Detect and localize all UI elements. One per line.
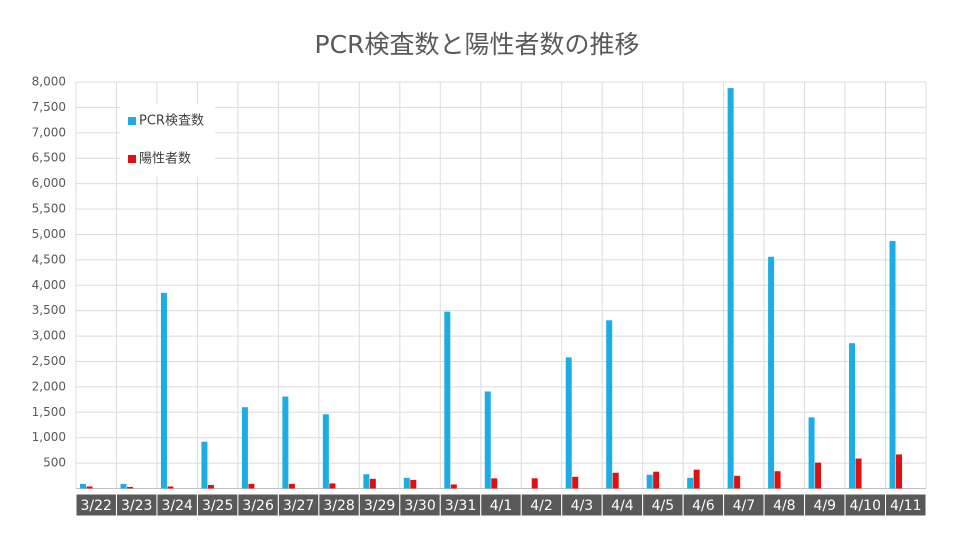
bar	[410, 479, 417, 489]
bar	[612, 472, 619, 489]
bar	[160, 292, 167, 489]
x-tick-label: 4/3	[571, 498, 594, 514]
y-tick-label: 5,000	[32, 227, 66, 241]
bar	[329, 483, 336, 489]
x-tick-label: 4/10	[850, 498, 881, 514]
bar	[491, 478, 498, 489]
bar	[363, 474, 370, 489]
bar	[241, 407, 248, 489]
bar	[889, 241, 896, 489]
bar	[653, 471, 660, 489]
bar	[126, 486, 133, 489]
bar	[815, 462, 822, 489]
y-tick-label: 1,000	[32, 430, 66, 444]
y-tick-label: 7,500	[32, 100, 66, 114]
x-label-box	[885, 493, 927, 517]
x-tick-label: 4/5	[652, 498, 675, 514]
y-tick-label: 8,000	[32, 75, 66, 89]
bar	[855, 458, 862, 489]
y-tick-label: 4,500	[32, 252, 66, 266]
bar	[687, 477, 694, 489]
bar	[646, 474, 653, 489]
legend-label: 陽性者数	[139, 152, 191, 167]
y-tick-label: 2,000	[32, 379, 66, 393]
y-tick-label: 5,500	[32, 202, 66, 216]
bar	[444, 311, 451, 489]
x-tick-label: 4/7	[733, 498, 756, 514]
bar	[450, 484, 457, 489]
bar	[727, 88, 734, 489]
x-tick-label: 3/23	[121, 498, 152, 514]
y-tick-label: 3,000	[32, 329, 66, 343]
y-tick-label: 1,500	[32, 405, 66, 419]
x-tick-label: 3/28	[323, 498, 354, 514]
bar	[774, 471, 781, 489]
y-tick-label: 6,500	[32, 151, 66, 165]
bar	[120, 483, 127, 489]
bar	[248, 483, 255, 489]
y-tick-label: 500	[43, 456, 66, 470]
bar	[369, 478, 376, 489]
bar	[80, 483, 86, 489]
x-tick-label: 4/4	[611, 498, 634, 514]
x-tick-label: 4/1	[490, 498, 513, 514]
bar	[531, 478, 538, 489]
bar	[734, 475, 741, 489]
x-tick-label: 3/22	[81, 498, 112, 514]
bar	[86, 486, 93, 489]
legend-swatch	[128, 155, 136, 163]
x-tick-label: 3/30	[404, 498, 435, 514]
bar	[565, 357, 572, 489]
bar	[768, 256, 775, 489]
x-tick-label: 3/29	[364, 498, 395, 514]
bar	[322, 414, 329, 489]
legend-swatch	[128, 117, 136, 125]
y-tick-label: 2,500	[32, 354, 66, 368]
x-tick-label: 3/31	[445, 498, 476, 514]
bar	[282, 396, 289, 489]
bar	[572, 476, 579, 489]
bar	[201, 441, 208, 489]
bar	[693, 469, 700, 489]
x-tick-label: 3/24	[161, 498, 193, 514]
bar	[484, 391, 491, 489]
bar	[403, 477, 410, 489]
x-tick-label: 4/8	[773, 498, 796, 514]
x-tick-label: 3/26	[242, 498, 274, 514]
chart-title: PCR検査数と陽性者数の推移	[315, 30, 640, 59]
x-tick-label: 3/27	[283, 498, 314, 514]
y-tick-label: 6,000	[32, 176, 66, 190]
y-tick-label: 4,000	[32, 278, 66, 292]
x-tick-label: 4/9	[814, 498, 837, 514]
bar	[288, 483, 295, 489]
x-tick-label: 4/11	[890, 498, 921, 514]
y-tick-label: 7,000	[32, 125, 66, 139]
x-tick-label: 4/2	[530, 498, 553, 514]
x-tick-label: 4/6	[692, 498, 715, 514]
bar	[849, 343, 856, 489]
bar	[167, 486, 174, 489]
y-tick-label: 3,500	[32, 303, 66, 317]
bar	[896, 454, 903, 489]
legend-box	[120, 104, 215, 176]
x-tick-label: 3/25	[202, 498, 233, 514]
bar	[606, 320, 613, 489]
bar	[207, 484, 214, 489]
bar	[808, 417, 815, 489]
legend-label: PCR検査数	[139, 114, 204, 129]
